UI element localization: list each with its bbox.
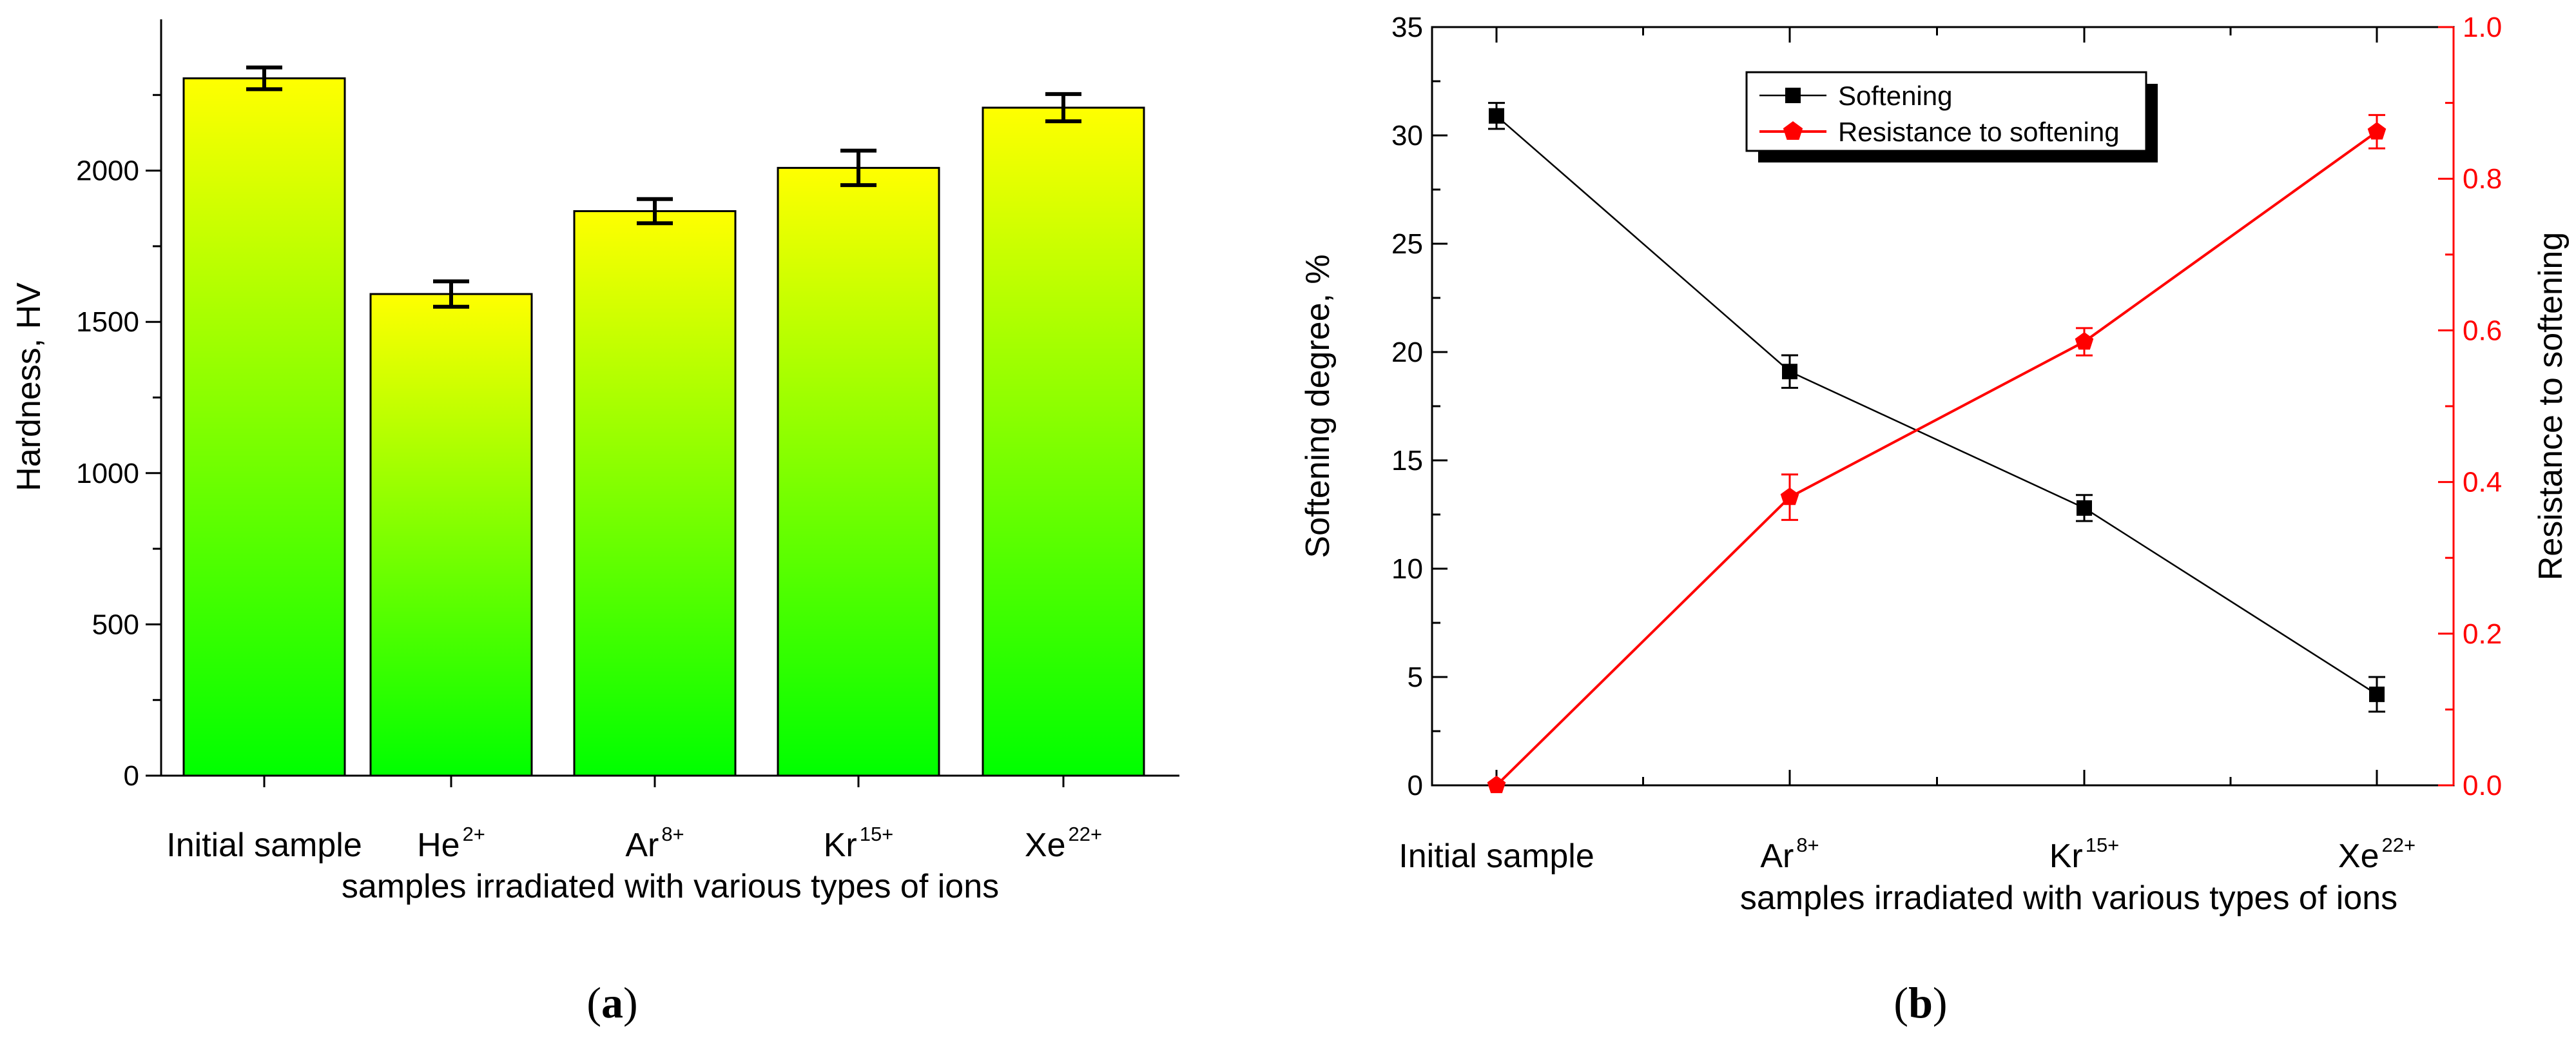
bar-2 xyxy=(573,210,737,777)
series-0-point-1 xyxy=(1782,364,1797,380)
chart-b-ytick-right-label: 0.8 xyxy=(2463,163,2502,195)
chart-b-legend: Softening Resistance to softening xyxy=(1745,71,2158,162)
bar-3 xyxy=(777,166,940,777)
chart-b-ytick-right-label: 0.0 xyxy=(2463,770,2502,801)
chart-a-xtick-label: Ar 8+ xyxy=(625,823,684,864)
chart-a-xtick-label: Xe 22+ xyxy=(1025,823,1102,864)
series-1-point-0 xyxy=(1487,776,1506,794)
chart-b-ytick-right-label: 0.6 xyxy=(2463,315,2502,346)
bar-0 xyxy=(182,77,346,777)
chart-b-ytick-right-label: 0.4 xyxy=(2463,467,2502,498)
chart-a-xlabel: samples irradiated with various types of… xyxy=(342,868,999,905)
panel-a-label: (a) xyxy=(586,978,637,1027)
legend-box xyxy=(1745,71,2147,152)
chart-b-ytick-left-label: 35 xyxy=(1391,12,1423,43)
chart-b-ytick-right-label: 1.0 xyxy=(2463,12,2502,43)
series-0-point-3 xyxy=(2369,686,2385,702)
series-line-0 xyxy=(1496,115,2377,695)
chart-b-ylabel-right: Resistance to softening xyxy=(2532,232,2570,581)
chart-b-ytick-left-label: 5 xyxy=(1408,662,1423,693)
legend-label-0: Softening xyxy=(1838,81,1952,111)
series-1-point-1 xyxy=(1780,487,1799,505)
chart-b: 0 5 10 15 20 25 30 35 0.0 0.2 0.4 0.6 0.8 1.0 Initia… xyxy=(1299,12,2570,1027)
chart-b-xlabel: samples irradiated with various types of… xyxy=(1740,879,2397,917)
chart-a-ytick-label: 2000 xyxy=(76,155,139,187)
chart-b-ytick-left-label: 0 xyxy=(1408,770,1423,801)
chart-b-ytick-right-label: 0.2 xyxy=(2463,618,2502,650)
chart-a-xtick-label: Kr 15+ xyxy=(824,823,894,864)
series-0-point-0 xyxy=(1489,108,1504,124)
legend-marker-0 xyxy=(1785,88,1801,103)
chart-a-xtick-label: He 2+ xyxy=(417,823,485,864)
series-1-point-3 xyxy=(2367,122,2387,140)
bar-4 xyxy=(982,106,1145,777)
chart-b-xtick-label: Kr 15+ xyxy=(2049,834,2120,875)
chart-a-ylabel: Hardness, HV xyxy=(10,282,48,491)
chart-a-ytick-label: 500 xyxy=(92,609,139,640)
series-line-1 xyxy=(1495,130,2378,787)
chart-b-xtick-label: Ar 8+ xyxy=(1760,834,1819,875)
legend-label-1: Resistance to softening xyxy=(1838,117,2120,147)
series-1-point-2 xyxy=(2075,332,2094,350)
chart-a: 0 500 1000 1500 2000 Initial sample He 2+ Ar 8+ K… xyxy=(10,19,1179,1027)
chart-b-ylabel-left: Softening degree, % xyxy=(1299,254,1337,558)
chart-a-ytick-label: 0 xyxy=(124,760,139,792)
chart-a-xtick-label: Initial sample xyxy=(166,827,362,864)
chart-b-ytick-left-label: 15 xyxy=(1391,445,1423,476)
series-0-point-2 xyxy=(2077,500,2092,516)
legend-marker-1 xyxy=(1783,121,1803,140)
chart-b-xtick-label: Xe 22+ xyxy=(2338,834,2416,875)
chart-a-ytick-label: 1500 xyxy=(76,306,139,338)
chart-b-xtick-label: Initial sample xyxy=(1399,838,1594,875)
chart-b-ytick-left-label: 30 xyxy=(1391,120,1423,152)
chart-a-ytick-label: 1000 xyxy=(76,458,139,489)
chart-b-ytick-left-label: 25 xyxy=(1391,228,1423,260)
chart-b-ytick-left-label: 20 xyxy=(1391,337,1423,368)
bar-1 xyxy=(369,293,533,777)
chart-b-ytick-left-label: 10 xyxy=(1391,553,1423,585)
panel-b-label: (b) xyxy=(1893,978,1947,1027)
